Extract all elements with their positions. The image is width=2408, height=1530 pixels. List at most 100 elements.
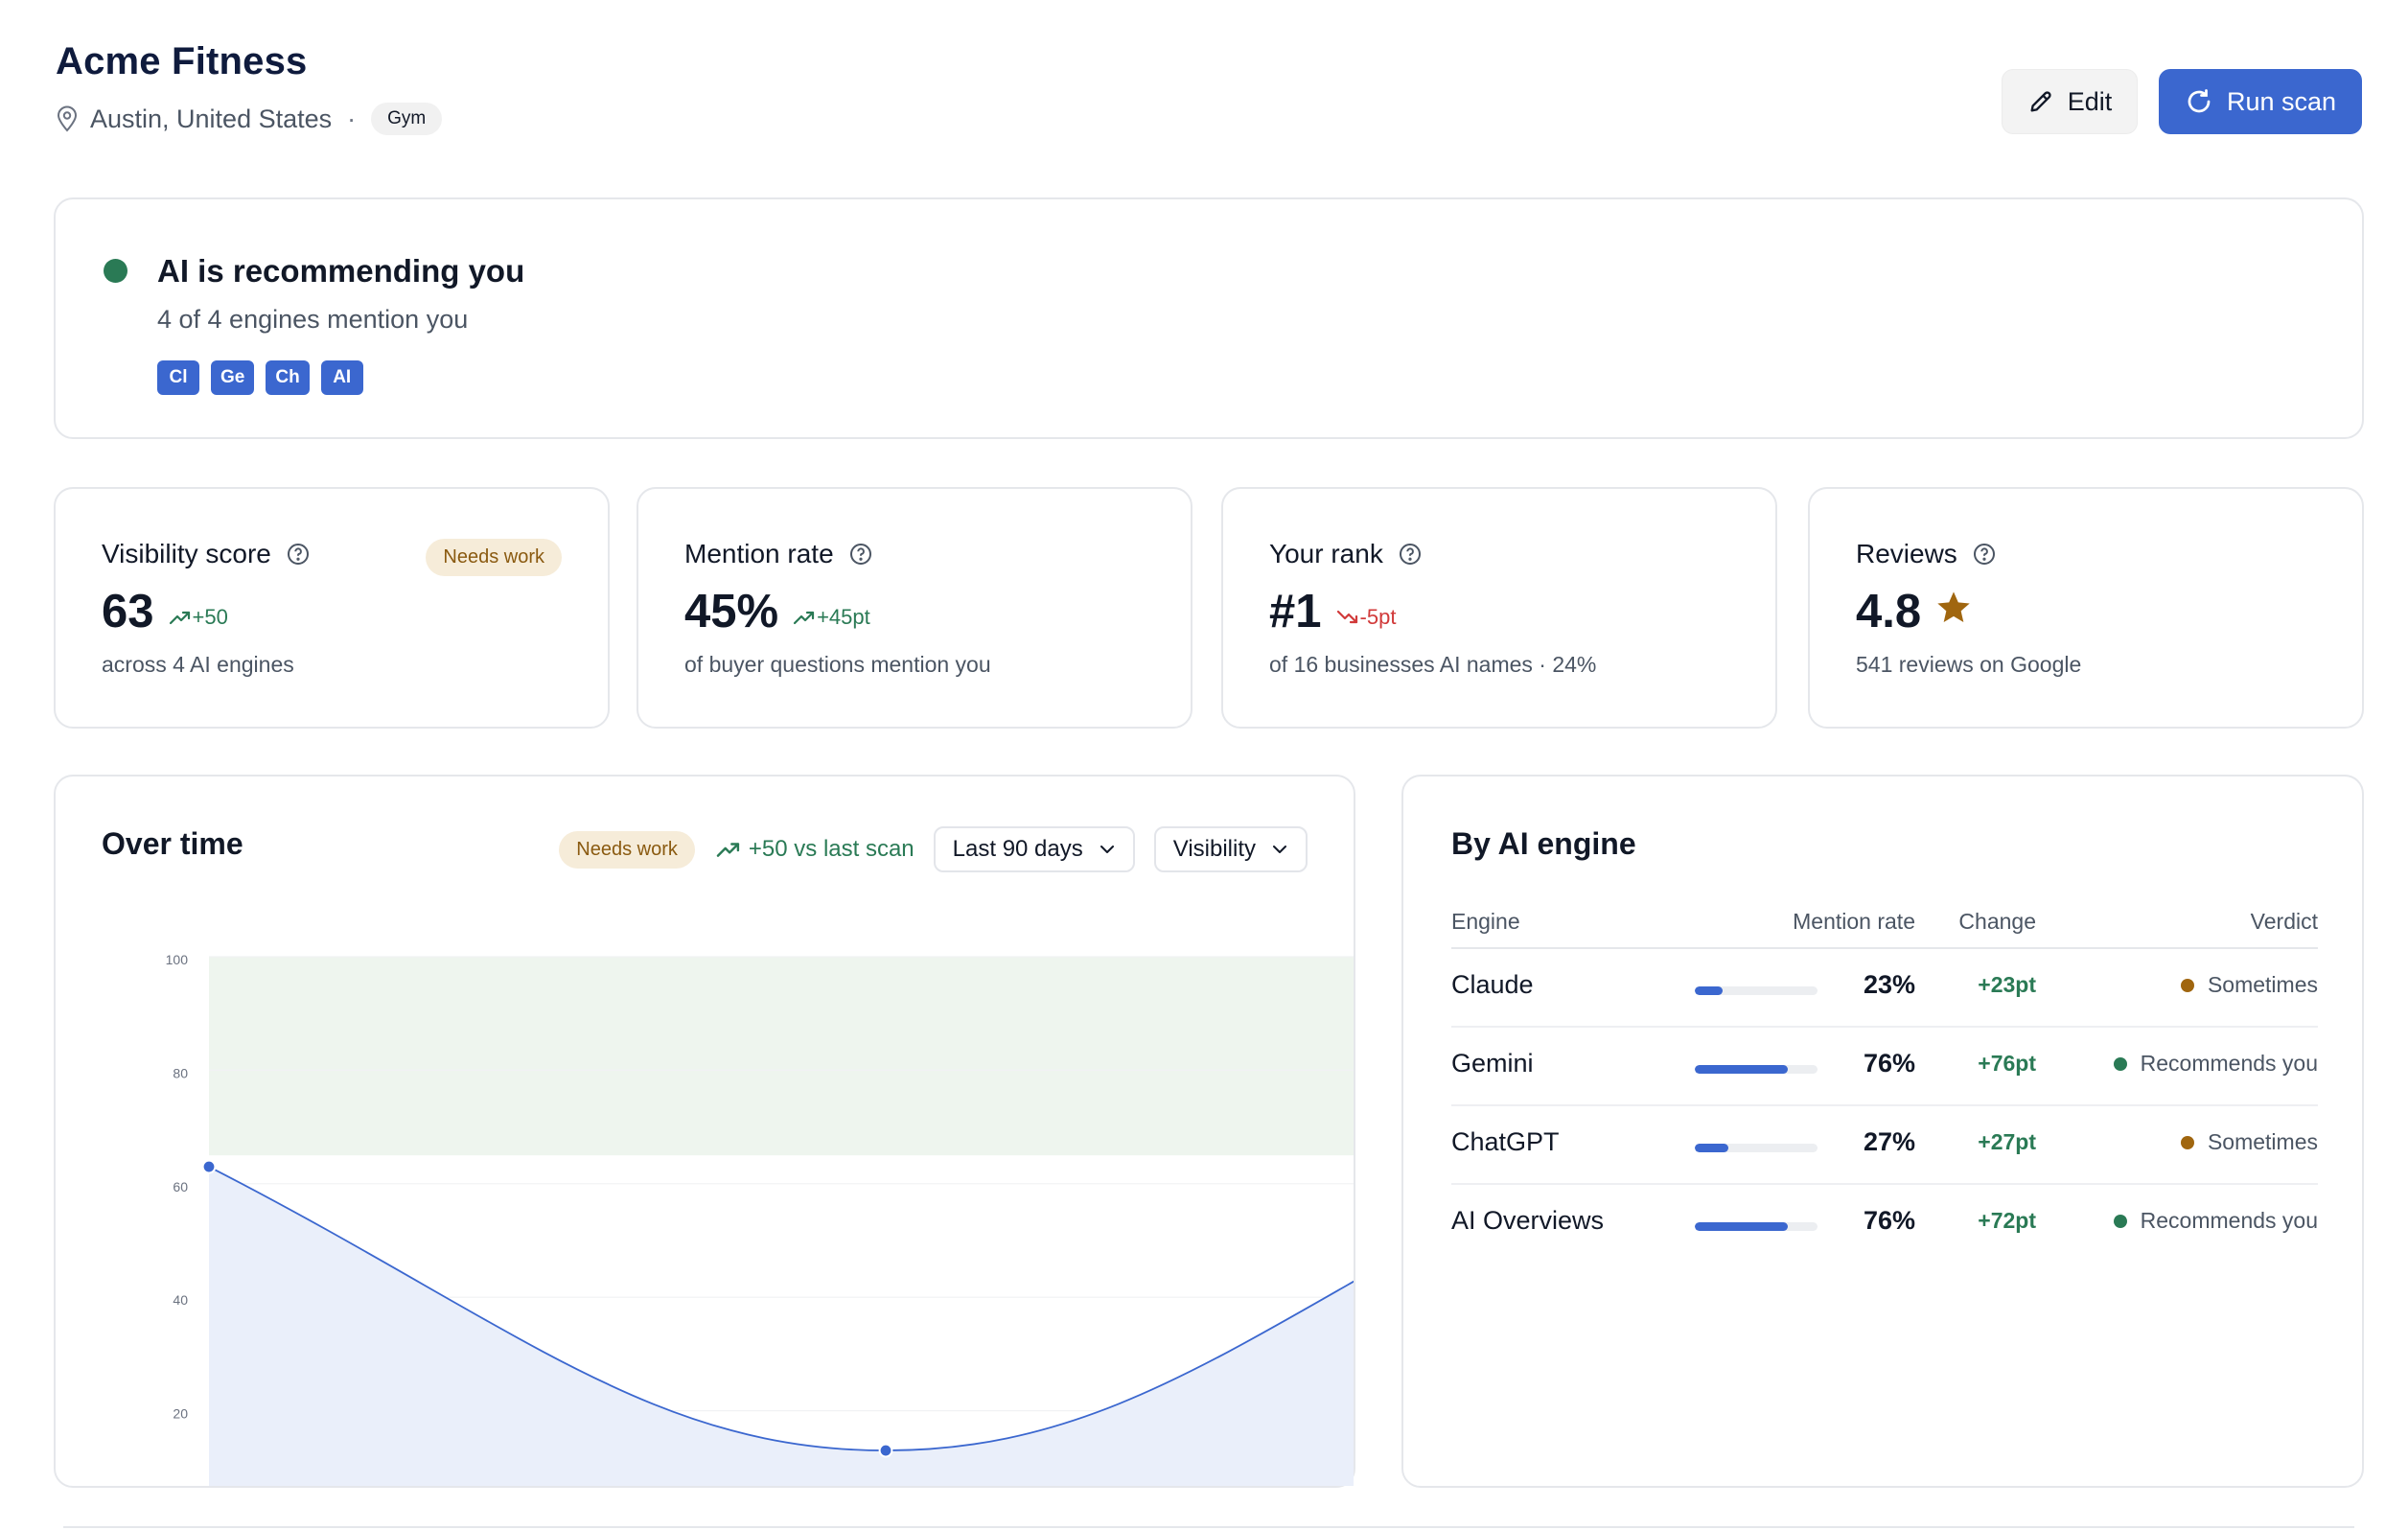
engine-row[interactable]: Claude 23% +23pt Sometimes [1451,949,2318,1028]
engine-tags: Cl Ge Ch AI [157,360,363,395]
verdict: Recommends you [2113,1051,2318,1077]
stat-label-text: Mention rate [684,539,834,568]
needs-work-badge: Needs work [559,830,695,869]
verdict-dot [2113,1214,2127,1228]
reviews-card: Reviews 4.8 541 reviews on Google [1808,487,2364,729]
engine-name: Gemini [1451,1049,1534,1078]
engine-tag-claude: Cl [157,360,199,395]
verdict-dot [2113,1056,2127,1071]
engine-row[interactable]: ChatGPT 27% +27pt Sometimes [1451,1106,2318,1185]
trend-down-icon [1336,610,1357,624]
help-icon[interactable] [1973,543,1996,566]
separator-dot: · [347,104,357,133]
stat-value-row: #1 -5pt [1269,585,1396,638]
mention-rate-value: 76% [1863,1049,1915,1078]
metric-value: Visibility [1172,836,1256,862]
change-value: +27pt [1978,1129,2036,1154]
help-icon[interactable] [287,543,310,566]
mention-rate-bar-fill [1695,986,1724,995]
mention-rate-bar [1695,1065,1818,1074]
stat-subtext: across 4 AI engines [102,652,294,677]
stat-subtext: of buyer questions mention you [684,652,991,677]
stat-delta-text: +45pt [817,605,870,629]
engine-name: Claude [1451,970,1534,999]
verdict: Recommends you [2113,1208,2318,1234]
series-area [209,1167,1354,1486]
location-text: Austin, United States [90,104,333,133]
trend-up-icon [793,611,815,625]
stat-value: 45% [684,586,779,638]
stat-delta-text: +50 [192,605,228,629]
column-engine: Engine [1451,909,1520,934]
stat-label-text: Reviews [1856,539,1957,568]
verdict-text: Sometimes [2207,1129,2318,1154]
data-point [878,1443,893,1458]
engine-table-header: Engine Mention rate Change Verdict [1451,901,2318,949]
help-icon[interactable] [849,543,872,566]
date-range-value: Last 90 days [952,836,1083,862]
your-rank-card: Your rank #1 -5pt of 16 businesses AI na… [1221,487,1777,729]
stat-value: 63 [102,586,154,638]
mention-rate-bar [1695,986,1818,995]
verdict-dot [2180,1135,2194,1149]
run-scan-button[interactable]: Run scan [2159,69,2362,134]
mention-rate-value: 76% [1863,1206,1915,1235]
stat-value-row: 63 +50 [102,585,228,638]
engine-row[interactable]: Gemini 76% +76pt Recommends you [1451,1028,2318,1106]
engine-name: AI Overviews [1451,1206,1605,1235]
category-chip: Gym [371,103,443,135]
by-engine-card: By AI engine Engine Mention rate Change … [1401,775,2364,1488]
verdict-dot [2180,978,2194,992]
change-value: +76pt [1978,1051,2036,1076]
change-value: +72pt [1978,1208,2036,1233]
column-change: Change [1958,909,2036,934]
over-time-title: Over time [102,826,243,861]
stat-label: Visibility score [102,539,310,569]
chart-plot-group: 02040608010063Aug 14Aug 14Aug 15 [166,952,1354,1486]
engine-tag-gemini: Ge [211,360,255,395]
date-range-select[interactable]: Last 90 days [933,826,1135,872]
mention-rate-bar-fill [1695,1065,1789,1074]
run-scan-label: Run scan [2226,86,2337,116]
stat-value: #1 [1269,586,1322,638]
engine-table-body: Claude 23% +23pt Sometimes Gemini 76% +76pt Rec… [1451,949,2318,1263]
chevron-down-icon [1273,846,1286,853]
mention-rate-bar-fill [1695,1222,1789,1231]
visibility-line-chart: 02040608010063Aug 14Aug 14Aug 15 [166,952,1354,1486]
by-engine-title: By AI engine [1451,826,1636,861]
location-row: Austin, United States · Gym [56,100,443,138]
edit-button[interactable]: Edit [2002,69,2138,134]
refresh-icon [2188,89,2211,113]
engine-row[interactable]: AI Overviews 76% +72pt Recommends you [1451,1185,2318,1263]
metric-select[interactable]: Visibility [1153,826,1308,872]
change-value: +23pt [1978,972,2036,997]
stat-label: Reviews [1856,539,1996,569]
help-icon[interactable] [1399,543,1422,566]
chevron-down-icon [1100,846,1114,853]
verdict-text: Sometimes [2207,972,2318,997]
stat-delta: +50 [168,605,228,630]
star-icon [1937,591,1970,622]
status-indicator [104,259,127,283]
visibility-score-card: Visibility score Needs work 63 +50 acros… [54,487,610,729]
data-point [201,1159,217,1174]
target-band [209,957,1354,1156]
verdict-text: Recommends you [2140,1208,2318,1233]
y-tick-label: 20 [173,1406,188,1422]
trend-up-icon [169,611,190,625]
engine-tag-ai-overviews: AI [320,360,363,395]
verdict-text: Recommends you [2140,1051,2318,1076]
edit-label: Edit [2067,86,2113,116]
stat-delta: +45pt [792,605,870,630]
over-time-controls: Needs work +50 vs last scan Last 90 days… [559,826,1308,872]
engine-table: Engine Mention rate Change Verdict Claud… [1451,901,2318,1263]
engine-name: ChatGPT [1451,1127,1560,1156]
stat-label: Your rank [1269,539,1422,569]
trend-summary-text: +50 vs last scan [748,836,915,862]
mention-rate-card: Mention rate 45% +45pt of buyer question… [637,487,1192,729]
mention-rate-value: 27% [1863,1127,1915,1156]
stat-delta-text: -5pt [1359,605,1397,629]
verdict: Sometimes [2180,972,2318,998]
pencil-icon [2030,91,2051,112]
stat-label-text: Visibility score [102,539,271,568]
